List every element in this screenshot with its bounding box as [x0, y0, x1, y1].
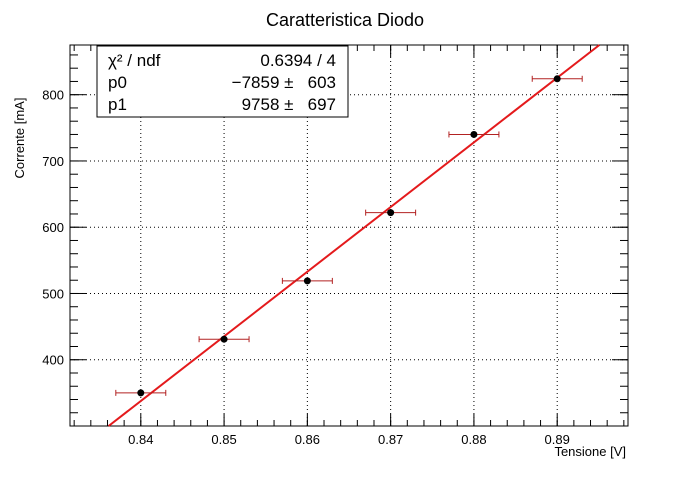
y-tick-label: 400 [42, 353, 64, 368]
data-point-marker [553, 75, 561, 83]
data-point-marker [303, 277, 311, 285]
axis-ticks [70, 45, 628, 427]
x-tick-label: 0.87 [378, 432, 403, 447]
data-point [531, 75, 583, 83]
stats-p0-label: p0 [108, 73, 127, 92]
plot-frame [69, 44, 629, 427]
y-tick-label: 700 [42, 154, 64, 169]
y-tick-label: 600 [42, 220, 64, 235]
data-point-marker [137, 389, 145, 397]
y-tick-label: 500 [42, 286, 64, 301]
data-point [115, 389, 167, 397]
stats-p1-value: 9758 ± 697 [242, 95, 336, 114]
x-axis-label: Tensione [V] [554, 444, 626, 459]
y-tick-label: 800 [42, 88, 64, 103]
chart-title: Caratteristica Diodo [266, 10, 424, 30]
data-points [115, 75, 583, 397]
x-tick-label: 0.85 [211, 432, 236, 447]
fit-line-group [107, 44, 600, 427]
data-point-marker [220, 335, 228, 343]
stats-chi2-label: χ² / ndf [108, 51, 161, 70]
x-tick-label: 0.86 [295, 432, 320, 447]
stats-p0-value: −7859 ± 603 [232, 73, 336, 92]
stats-p1-label: p1 [108, 95, 127, 114]
data-point [198, 335, 250, 343]
data-point-marker [387, 209, 395, 217]
data-point-marker [470, 130, 478, 138]
axis-tick-labels: 0.84 0.85 0.86 0.87 0.88 0.89 400 500 600 700 800 [42, 88, 570, 447]
fit-line [107, 44, 600, 427]
y-axis-label: Corrente [mA] [12, 98, 27, 179]
x-tick-label: 0.84 [128, 432, 153, 447]
stats-box: χ² / ndf 0.6394 / 4 p0 −7859 ± 603 p1 97… [96, 45, 349, 118]
x-tick-label: 0.89 [545, 432, 570, 447]
stats-chi2-value: 0.6394 / 4 [260, 51, 336, 70]
data-point [281, 277, 333, 285]
x-tick-label: 0.88 [461, 432, 486, 447]
stats-box-frame [96, 45, 349, 118]
data-point [365, 209, 417, 217]
data-point [448, 130, 500, 138]
